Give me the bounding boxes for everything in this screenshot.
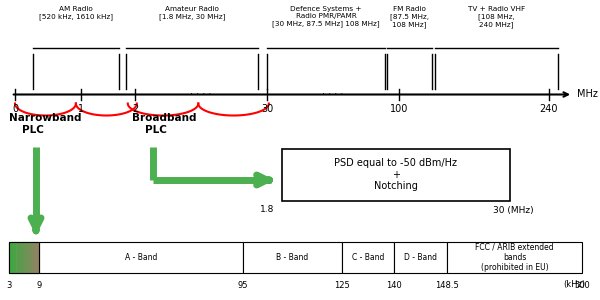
Bar [39, 242, 243, 273]
Text: 240: 240 [540, 103, 558, 113]
Text: FCC / ARIB extended
bands
(prohibited in EU): FCC / ARIB extended bands (prohibited in… [475, 242, 554, 272]
Text: 140: 140 [386, 280, 402, 290]
Bar [28, 242, 32, 273]
Text: PLC: PLC [22, 125, 44, 136]
Bar [35, 242, 39, 273]
Text: Defence Systems +
Radio PMR/PAMR
[30 MHz, 87.5 MHz] 108 MHz]: Defence Systems + Radio PMR/PAMR [30 MHz… [272, 6, 380, 27]
Bar [243, 242, 342, 273]
Bar [447, 242, 582, 273]
Bar [20, 242, 24, 273]
Text: PSD equal to -50 dBm/Hz
+
Notching: PSD equal to -50 dBm/Hz + Notching [335, 158, 457, 191]
Text: 2: 2 [132, 103, 138, 113]
Bar [9, 242, 39, 273]
Bar [32, 242, 35, 273]
Text: 3: 3 [7, 280, 11, 290]
Text: PLC: PLC [145, 125, 167, 136]
Text: 9: 9 [37, 280, 41, 290]
Text: 1: 1 [78, 103, 84, 113]
Text: C - Band: C - Band [352, 253, 384, 262]
Bar [9, 242, 13, 273]
Bar [282, 148, 510, 201]
Text: (kHz): (kHz) [563, 280, 585, 290]
Text: 0: 0 [12, 103, 18, 113]
Text: TV + Radio VHF
[108 MHz,
240 MHz]: TV + Radio VHF [108 MHz, 240 MHz] [468, 6, 525, 28]
Text: 30 (MHz): 30 (MHz) [493, 206, 533, 214]
Text: 1.8: 1.8 [260, 206, 274, 214]
Text: · · · ·: · · · · [322, 89, 344, 99]
Text: AM Radio
[520 kHz, 1610 kHz]: AM Radio [520 kHz, 1610 kHz] [39, 6, 113, 20]
Text: Narrowband: Narrowband [9, 113, 82, 124]
Bar [13, 242, 16, 273]
Bar [24, 242, 28, 273]
Text: MHz: MHz [577, 89, 598, 100]
Text: 500: 500 [574, 280, 590, 290]
Text: FM Radio
[87.5 MHz,
108 MHz]: FM Radio [87.5 MHz, 108 MHz] [390, 6, 429, 28]
Text: 95: 95 [238, 280, 248, 290]
Bar [394, 242, 447, 273]
Text: 125: 125 [334, 280, 350, 290]
Text: 148.5: 148.5 [435, 280, 459, 290]
Bar [342, 242, 394, 273]
Text: D - Band: D - Band [404, 253, 437, 262]
Bar [17, 242, 20, 273]
Text: Broadband: Broadband [132, 113, 197, 124]
Text: · · · ·: · · · · [190, 89, 212, 99]
Text: A - Band: A - Band [125, 253, 157, 262]
Bar [9, 242, 39, 273]
Text: Amateur Radio
[1.8 MHz, 30 MHz]: Amateur Radio [1.8 MHz, 30 MHz] [159, 6, 225, 20]
Text: 30: 30 [261, 103, 273, 113]
Text: 100: 100 [390, 103, 408, 113]
Text: B - Band: B - Band [277, 253, 308, 262]
